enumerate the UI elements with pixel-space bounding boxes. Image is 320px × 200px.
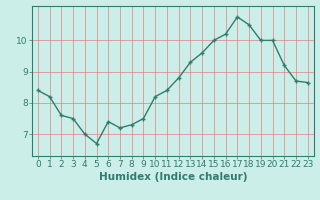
X-axis label: Humidex (Indice chaleur): Humidex (Indice chaleur) bbox=[99, 172, 247, 182]
